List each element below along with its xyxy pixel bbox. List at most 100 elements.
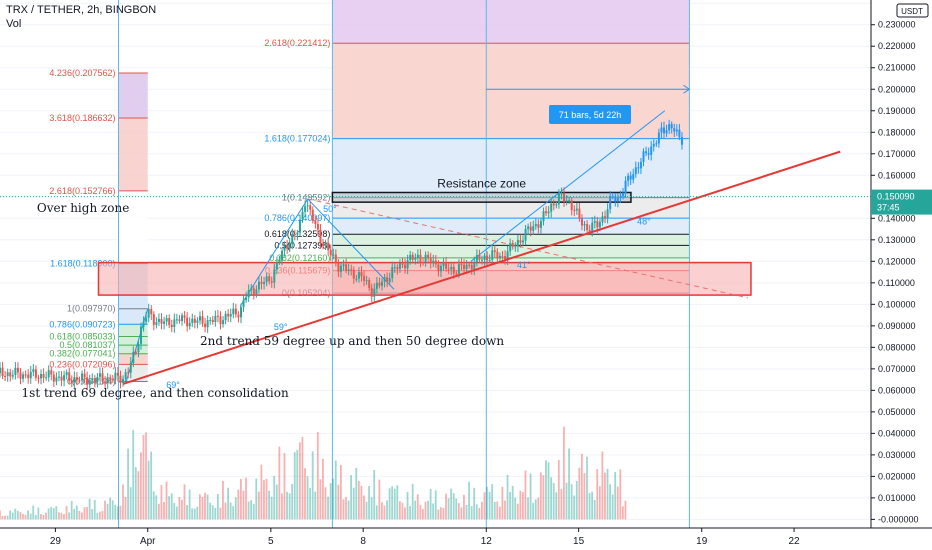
candle-body	[52, 374, 55, 382]
volume-bar	[63, 514, 65, 520]
candle-body	[370, 287, 373, 297]
demand-zone-box	[97, 261, 752, 296]
candle-body	[98, 373, 101, 377]
price-tick-label: 0.230000	[878, 20, 916, 30]
volume-bar	[398, 501, 401, 520]
volume-bar	[332, 478, 335, 520]
candle-body	[191, 318, 194, 324]
volume-bar	[265, 478, 268, 520]
candle-body	[247, 290, 250, 298]
candle-body	[188, 323, 191, 327]
candle-body	[281, 250, 284, 261]
candle-body	[588, 230, 591, 233]
volume-bar	[186, 505, 188, 520]
volume-bar	[488, 491, 491, 520]
volume-bar	[583, 473, 586, 520]
time-tick-label: 12	[481, 536, 493, 547]
volume-bar	[27, 510, 30, 520]
candle-body	[211, 319, 214, 323]
candle-body	[91, 378, 94, 381]
volume-bar	[621, 506, 624, 520]
candle-body	[270, 281, 273, 283]
candle-body	[252, 288, 255, 295]
volume-bar	[550, 477, 553, 520]
candle-body	[237, 314, 240, 318]
price-tick-label: 0.140000	[878, 213, 916, 223]
candle-body	[675, 129, 678, 132]
volume-bar	[273, 475, 276, 520]
volume-bar	[337, 484, 340, 520]
candle-body	[263, 282, 266, 284]
fib-left-level-label: 0.236(0.072096)	[49, 359, 115, 369]
volume-bar	[616, 486, 619, 520]
volume-bar	[168, 496, 171, 520]
fib-left-band	[118, 190, 148, 264]
volume-bar	[229, 502, 232, 520]
volume-bar	[83, 507, 86, 520]
volume-bar	[104, 500, 106, 520]
candle-body	[145, 317, 148, 322]
trend-helper-line	[307, 198, 395, 290]
candle-body	[222, 320, 225, 325]
volume-bar	[414, 500, 417, 520]
volume-bar	[224, 502, 227, 520]
candle-body	[634, 167, 637, 175]
candle-body	[529, 226, 532, 231]
volume-bar	[214, 507, 217, 520]
volume-bar	[486, 486, 488, 520]
volume-bar	[388, 488, 391, 520]
fib-left-band	[118, 308, 148, 325]
candle-body	[542, 211, 545, 221]
candle-body	[496, 251, 499, 259]
volume-bar	[88, 498, 91, 520]
candle-body	[463, 264, 466, 270]
volume-bar	[437, 509, 440, 520]
volume-bar	[239, 478, 242, 520]
volume-bar	[596, 469, 599, 520]
candle-body	[150, 308, 153, 315]
volume-bar	[601, 451, 604, 520]
volume-bar	[345, 497, 347, 520]
candle-body	[363, 276, 366, 281]
candle-body	[32, 369, 35, 372]
candle-body	[404, 264, 407, 269]
candle-body	[193, 318, 196, 323]
volume-bar	[183, 484, 186, 520]
candle-body	[629, 175, 632, 180]
fib-right-band	[332, 218, 690, 235]
candle-body	[209, 319, 212, 321]
candle-body	[163, 321, 166, 324]
volume-bar	[327, 496, 329, 520]
volume-bar	[268, 490, 270, 520]
volume-bar	[457, 503, 460, 520]
volume-bar	[293, 452, 296, 520]
chart-header: TRX / TETHER, 2h, BINGBON Vol	[6, 4, 156, 30]
candle-body	[396, 267, 399, 269]
volume-bar	[306, 476, 309, 520]
measure-arrow-head	[683, 84, 690, 94]
volume-indicator-label: Vol	[6, 18, 22, 30]
candle-body	[570, 200, 573, 211]
candle-body	[96, 376, 99, 382]
candle-body	[114, 372, 117, 380]
candle-body	[273, 269, 276, 283]
candle-body	[488, 259, 491, 261]
candle-body	[663, 127, 666, 134]
candle-body	[427, 254, 430, 258]
candle-body	[650, 146, 653, 155]
volume-bar	[191, 508, 194, 520]
volume-bar	[140, 452, 142, 520]
candle-body	[668, 124, 671, 131]
volume-bar	[432, 503, 435, 520]
price-tick-label: 0.060000	[878, 385, 916, 395]
candle-body	[88, 380, 91, 385]
volume-bar	[147, 460, 150, 520]
candle-body	[45, 377, 48, 379]
candle-body	[75, 377, 78, 381]
volume-bar	[93, 499, 96, 520]
candle-body	[373, 288, 376, 297]
candle-body	[411, 254, 414, 260]
volume-bar	[434, 490, 437, 520]
candle-body	[419, 254, 422, 263]
